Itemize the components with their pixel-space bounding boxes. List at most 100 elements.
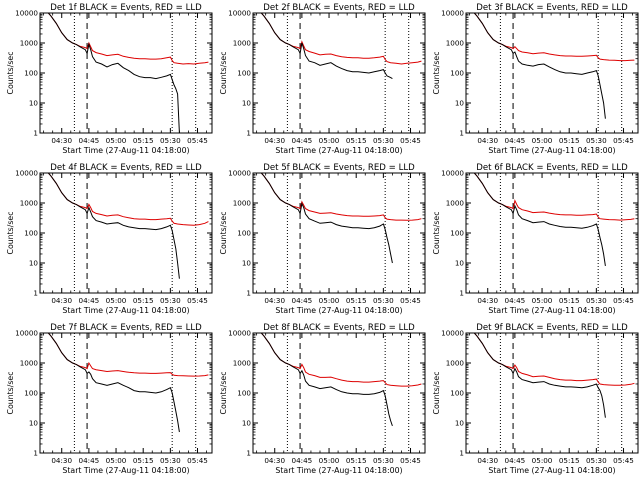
y-axis-label: Counts/sec [6,212,15,255]
y-tick-label: 1 [33,449,38,458]
x-tick-label: 04:45 [505,296,526,305]
x-tick-label: 04:30 [51,296,72,305]
y-tick-label: 10 [455,419,465,428]
x-tick-label: 04:30 [264,136,285,145]
x-tick-label: 05:15 [133,456,154,465]
x-tick-label: 05:45 [400,296,421,305]
x-tick-label: 04:45 [292,456,313,465]
series-group [466,13,635,119]
x-axis-label: Start Time (27-Aug-11 04:18:00) [62,466,189,475]
x-tick-label: 05:00 [532,456,553,465]
y-axis-label: Counts/sec [219,372,228,415]
y-tick-label: 1000 [233,359,252,368]
plot-frame [465,172,639,294]
y-tick-label: 1 [33,129,38,138]
y-tick-label: 1 [459,129,464,138]
x-tick-label: 05:45 [613,136,634,145]
x-tick-label: 05:15 [346,296,367,305]
y-tick-label: 10000 [15,329,38,338]
panel-title: Det 4f BLACK = Events, RED = LLD [50,163,202,173]
y-tick-label: 1 [33,289,38,298]
plot-frame [465,12,639,134]
y-tick-label: 10000 [15,9,38,18]
panel-title: Det 1f BLACK = Events, RED = LLD [50,3,202,13]
x-tick-label: 05:45 [400,456,421,465]
x-tick-label: 05:15 [133,136,154,145]
lld-series-line [466,173,635,221]
y-tick-label: 100 [450,389,464,398]
x-axis-label: Start Time (27-Aug-11 04:18:00) [488,146,615,155]
y-tick-label: 1000 [446,359,465,368]
panel-7: 1 10 100 1000 10000 04:30 04:45 05:00 05:15 05:30… [6,323,213,475]
panel-8: 1 10 100 1000 10000 04:30 04:45 05:00 05:15 05:30… [219,323,426,475]
panel-title: Det 8f BLACK = Events, RED = LLD [263,323,415,333]
panel-title: Det 2f BLACK = Events, RED = LLD [263,3,415,13]
y-tick-label: 1 [246,449,251,458]
y-tick-label: 1000 [20,359,39,368]
y-tick-label: 1 [459,449,464,458]
panel-title: Det 3f BLACK = Events, RED = LLD [476,3,628,13]
x-tick-label: 05:45 [187,136,208,145]
x-tick-label: 04:45 [505,136,526,145]
panel-4: 1 10 100 1000 10000 04:30 04:45 05:00 05:15 05:30… [6,163,213,315]
y-tick-label: 10000 [15,169,38,178]
plot-frame [252,332,426,454]
y-tick-label: 10 [242,259,252,268]
y-tick-label: 100 [237,69,251,78]
events-series-line [40,13,180,133]
panel-9: 1 10 100 1000 10000 04:30 04:45 05:00 05:15 05:30… [432,323,639,475]
y-tick-label: 1000 [233,39,252,48]
lld-series-line [40,333,209,377]
x-axis-label: Start Time (27-Aug-11 04:18:00) [62,306,189,315]
panel-title: Det 5f BLACK = Events, RED = LLD [263,163,415,173]
x-tick-label: 04:45 [505,456,526,465]
events-series-line [40,333,180,433]
plot-frame [252,12,426,134]
y-tick-label: 10000 [441,9,464,18]
y-tick-label: 1000 [446,199,465,208]
y-tick-label: 100 [450,69,464,78]
y-tick-label: 1000 [20,39,39,48]
x-axis-label: Start Time (27-Aug-11 04:18:00) [488,466,615,475]
panel-title: Det 6f BLACK = Events, RED = LLD [476,163,628,173]
x-tick-label: 05:00 [319,296,340,305]
y-tick-label: 10000 [441,329,464,338]
x-tick-label: 05:45 [400,136,421,145]
y-tick-label: 1 [246,289,251,298]
y-tick-label: 10000 [228,9,251,18]
plot-frame [39,332,213,454]
y-tick-label: 10 [29,99,39,108]
y-tick-label: 1000 [446,39,465,48]
x-tick-label: 05:45 [613,296,634,305]
x-tick-label: 05:30 [160,296,181,305]
x-tick-label: 05:00 [106,456,127,465]
x-axis-label: Start Time (27-Aug-11 04:18:00) [62,146,189,155]
y-tick-label: 100 [450,229,464,238]
series-group [466,173,635,266]
plot-frame [39,12,213,134]
series-group [253,333,422,427]
x-axis-label: Start Time (27-Aug-11 04:18:00) [275,466,402,475]
x-tick-label: 05:15 [346,456,367,465]
events-series-line [466,13,606,119]
y-tick-label: 10000 [228,329,251,338]
x-tick-label: 05:30 [586,456,607,465]
events-series-line [466,173,606,266]
y-tick-label: 1 [459,289,464,298]
x-tick-label: 04:30 [51,136,72,145]
x-tick-label: 04:30 [477,136,498,145]
y-axis-label: Counts/sec [6,372,15,415]
panel-5: 1 10 100 1000 10000 04:30 04:45 05:00 05:15 05:30… [219,163,426,315]
x-tick-label: 05:30 [586,136,607,145]
y-tick-label: 100 [24,69,38,78]
y-axis-label: Counts/sec [219,52,228,95]
y-tick-label: 10 [29,259,39,268]
y-tick-label: 10000 [441,169,464,178]
y-tick-label: 1000 [20,199,39,208]
lld-series-line [466,13,635,62]
x-axis-label: Start Time (27-Aug-11 04:18:00) [488,306,615,315]
lld-series-line [253,333,422,387]
events-series-line [253,173,393,264]
x-tick-label: 04:45 [292,296,313,305]
x-tick-label: 05:30 [586,296,607,305]
